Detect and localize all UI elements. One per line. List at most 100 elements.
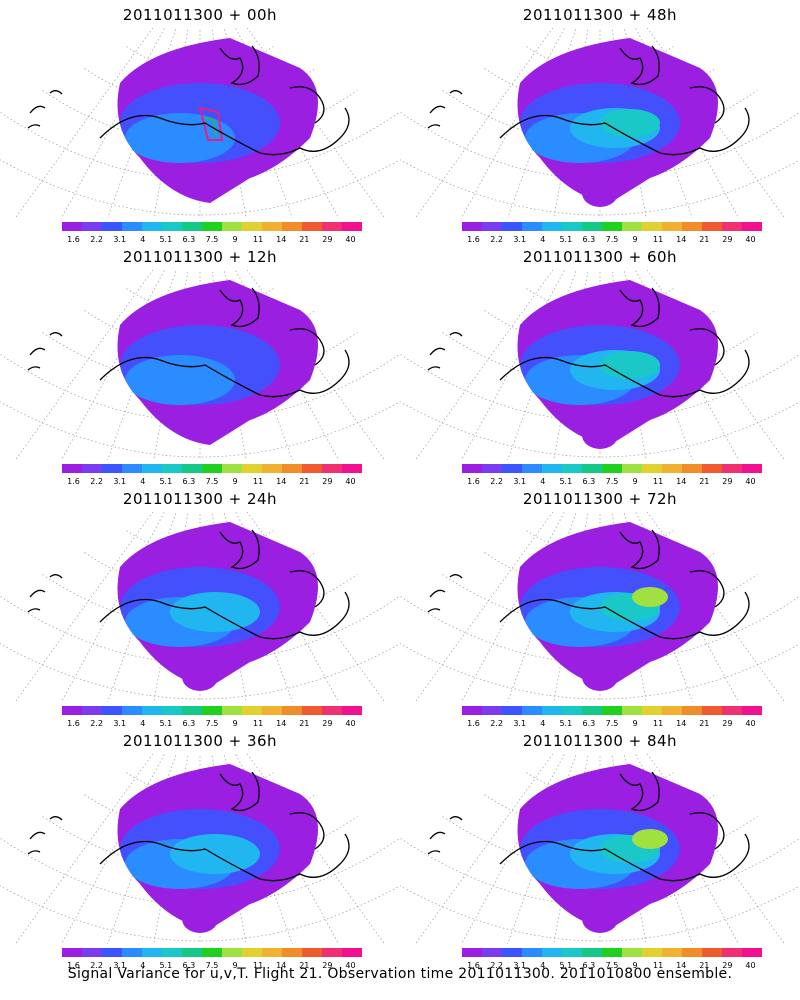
- colorbar-tick-label: 1.6: [67, 719, 80, 728]
- colorbar-tick-label: 1.6: [67, 961, 80, 970]
- colorbar-tick-label: 4: [540, 477, 545, 486]
- colorbar-tick-label: 21: [299, 235, 309, 244]
- colorbar: 1.6 2.2 3.1 4 5.1 6.3 7.5 9 11 14 21 29 40: [462, 464, 762, 486]
- map-panel: 2011011300 + 60h 1.6 2.2 3.1 4 5.1 6.3 7.5 9 11 14…: [400, 242, 800, 487]
- colorbar-tick-label: 9: [633, 477, 638, 486]
- colorbar-tick-label: 29: [322, 477, 332, 486]
- colorbar-swatch: [82, 948, 103, 957]
- colorbar-swatch: [562, 464, 583, 473]
- variance-field: [117, 280, 318, 445]
- colorbar-tick-label: 29: [322, 235, 332, 244]
- colorbar-swatch: [602, 948, 623, 957]
- colorbar-tick-label: 2.2: [490, 235, 503, 244]
- colorbar-swatch: [162, 464, 183, 473]
- colorbar-swatch: [522, 706, 543, 715]
- colorbar-swatch: [662, 222, 683, 231]
- map-panel: 2011011300 + 72h 1.6 2.2 3.1 4 5.1 6.3 7.5 9 11 14…: [400, 484, 800, 729]
- colorbar-swatch: [182, 222, 203, 231]
- colorbar-tick-label: 29: [322, 719, 332, 728]
- colorbar-swatch: [582, 222, 603, 231]
- colorbar-tick-label: 11: [253, 235, 263, 244]
- colorbar-swatch: [222, 948, 243, 957]
- colorbar-swatch: [542, 464, 563, 473]
- colorbar-swatch: [282, 464, 303, 473]
- colorbar-swatch: [142, 706, 163, 715]
- colorbar-swatch: [82, 706, 103, 715]
- colorbar-tick-label: 1.6: [67, 477, 80, 486]
- colorbar-swatch: [202, 706, 223, 715]
- panel-title: 2011011300 + 36h: [122, 732, 278, 750]
- colorbar-swatch: [722, 222, 743, 231]
- coastline: [27, 287, 350, 398]
- colorbar-swatch: [102, 464, 123, 473]
- panel-title: 2011011300 + 00h: [122, 6, 278, 24]
- coastline: [427, 529, 750, 640]
- colorbar-swatch: [202, 948, 223, 957]
- colorbar-tick-label: 6.3: [183, 477, 196, 486]
- colorbar-swatch: [602, 706, 623, 715]
- panel-title: 2011011300 + 48h: [522, 6, 678, 24]
- colorbar-tick-label: 1.6: [467, 719, 480, 728]
- colorbar-swatch: [242, 464, 263, 473]
- colorbar-tick-label: 4: [140, 961, 145, 970]
- colorbar-tick-label: 5.1: [159, 719, 172, 728]
- colorbar-swatch: [202, 222, 223, 231]
- colorbar-swatch: [742, 464, 762, 473]
- colorbar-swatch: [682, 464, 703, 473]
- colorbar-swatch: [702, 948, 723, 957]
- colorbar: 1.6 2.2 3.1 4 5.1 6.3 7.5 9 11 14 21 29 40: [62, 464, 362, 486]
- colorbar-swatch: [182, 464, 203, 473]
- colorbar-swatch: [242, 706, 263, 715]
- colorbar-swatch: [642, 948, 663, 957]
- colorbar-tick-label: 4: [540, 235, 545, 244]
- colorbar-swatch: [642, 222, 663, 231]
- colorbar-swatch: [222, 222, 243, 231]
- colorbar-tick-label: 9: [633, 719, 638, 728]
- colorbar-tick-label: 3.1: [513, 477, 526, 486]
- colorbar-swatch: [462, 706, 483, 715]
- colorbar-swatch: [482, 706, 503, 715]
- colorbar-swatch: [162, 948, 183, 957]
- variance-field: [517, 280, 718, 449]
- colorbar-tick-label: 4: [140, 477, 145, 486]
- colorbar-swatch: [462, 464, 483, 473]
- colorbar-swatch: [82, 464, 103, 473]
- colorbar-tick-label: 5.1: [159, 477, 172, 486]
- colorbar-swatch: [522, 464, 543, 473]
- colorbar-swatch: [602, 222, 623, 231]
- colorbar-tick-label: 6.3: [183, 235, 196, 244]
- colorbar-tick-label: 1.6: [467, 477, 480, 486]
- colorbar-swatch: [162, 706, 183, 715]
- colorbar-swatch: [742, 948, 762, 957]
- colorbar-swatch: [282, 222, 303, 231]
- colorbar-swatch: [62, 464, 83, 473]
- colorbar-swatch: [642, 464, 663, 473]
- colorbar-swatch: [142, 464, 163, 473]
- colorbar-tick-label: 1.6: [467, 961, 480, 970]
- map-panel: 2011011300 + 84h 1.6 2.2 3.1 4 5.1 6.3 7.5 9 11 14…: [400, 726, 800, 971]
- colorbar-swatch: [502, 464, 523, 473]
- colorbar-tick-label: 11: [653, 961, 663, 970]
- colorbar-tick-label: 3.1: [513, 719, 526, 728]
- colorbar-swatch: [182, 706, 203, 715]
- colorbar-swatch: [562, 222, 583, 231]
- colorbar-tick-label: 14: [676, 477, 686, 486]
- colorbar-swatch: [142, 222, 163, 231]
- colorbar-tick-label: 14: [676, 961, 686, 970]
- variance-field: [117, 764, 318, 933]
- colorbar-swatch: [502, 948, 523, 957]
- colorbar-tick-label: 2.2: [90, 719, 103, 728]
- colorbar-tick-label: 21: [299, 477, 309, 486]
- colorbar-tick-label: 29: [722, 235, 732, 244]
- colorbar-swatch: [482, 464, 503, 473]
- colorbar-swatch: [722, 948, 743, 957]
- colorbar-tick-label: 21: [699, 961, 709, 970]
- colorbar-swatch: [222, 464, 243, 473]
- coastline: [27, 529, 350, 640]
- colorbar-tick-label: 3.1: [113, 235, 126, 244]
- colorbar-swatch: [82, 222, 103, 231]
- colorbar-tick-label: 2.2: [490, 719, 503, 728]
- colorbar-swatch: [702, 706, 723, 715]
- colorbar-swatch: [662, 706, 683, 715]
- colorbar-swatch: [562, 706, 583, 715]
